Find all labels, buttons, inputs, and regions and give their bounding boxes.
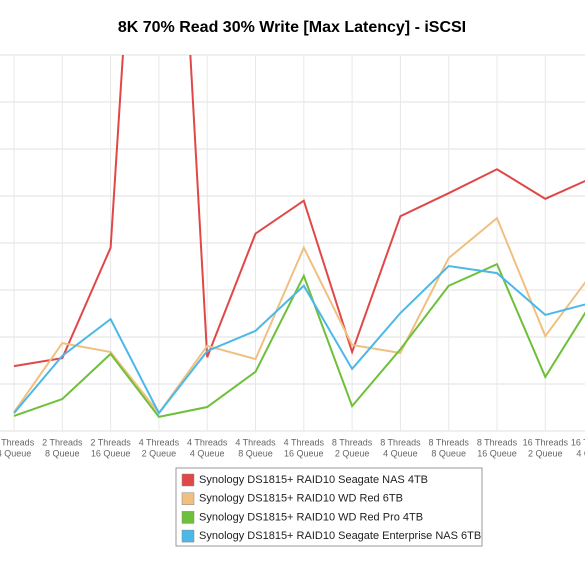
x-tick-label: 16 Queue [284,448,324,458]
x-tick-label: 2 Threads [90,437,131,447]
legend-label: Synology DS1815+ RAID10 Seagate Enterpri… [199,530,481,542]
x-tick-label: 8 Queue [45,448,80,458]
x-tick-label: 2 Queue [528,448,563,458]
plot [13,55,585,419]
x-tick-label: 16 Threads [523,437,569,447]
x-tick-label: 16 Threads [571,437,585,447]
series-line [13,262,585,419]
x-tick-label: 2 Threads [42,437,83,447]
x-tick-label: 2 Threads [0,437,35,447]
legend-swatch [181,511,195,524]
x-tick-label: 8 Threads [380,437,421,447]
legend-swatch [181,529,195,543]
legend-swatch [181,492,195,505]
x-tick-label: 4 Threads [235,437,276,447]
series-line [13,264,585,415]
legend-swatch [181,473,195,487]
x-tick-label: 4 Queue [0,448,31,458]
x-tick-label: 4 Queue [383,448,418,458]
x-tick-label: 8 Threads [477,437,518,447]
x-tick-label: 2 Queue [335,448,370,458]
x-tick-label: 4 Threads [187,437,228,447]
x-tick-label: 4 Threads [284,437,325,447]
x-tick-label: 8 Threads [332,437,373,447]
legend-box [175,467,483,547]
grid [0,54,585,432]
chart-title: 8K 70% Read 30% Write [Max Latency] - iS… [118,19,466,36]
series-line [13,55,585,368]
legend-label: Synology DS1815+ RAID10 WD Red Pro 4TB [199,511,423,523]
x-tick-label: 16 Queue [477,448,517,458]
x-tick-label: 4 Queue [576,448,585,458]
legend-label: Synology DS1815+ RAID10 Seagate NAS 4TB [199,474,428,486]
legend: Synology DS1815+ RAID10 Seagate NAS 4TB S… [181,473,481,543]
x-tick-label: 8 Queue [431,448,466,458]
x-tick-label: 2 Queue [142,448,177,458]
x-tick-label: 4 Queue [190,448,225,458]
series-line [13,216,585,415]
x-tick-label: 8 Threads [429,437,470,447]
x-tick-label: 8 Queue [238,448,273,458]
legend-label: Synology DS1815+ RAID10 WD Red 6TB [199,493,403,505]
x-tick-label: 16 Queue [91,448,131,458]
x-tick-label: 4 Threads [139,437,180,447]
